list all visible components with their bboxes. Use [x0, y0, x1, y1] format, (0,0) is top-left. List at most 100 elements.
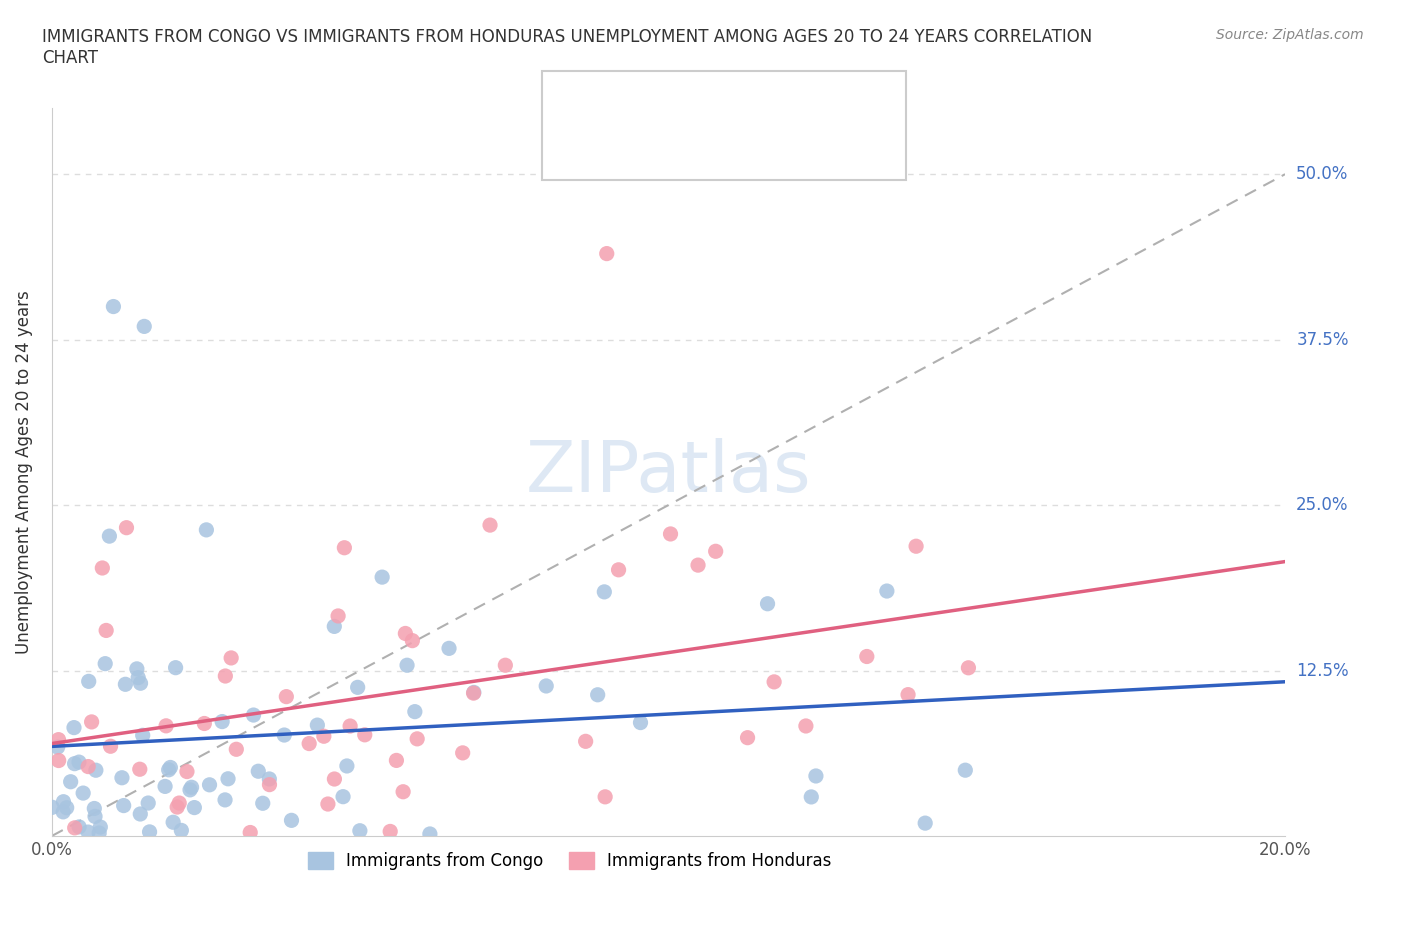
- Immigrants from Congo: [800, 790, 823, 804]
- Immigrants from Congo: [437, 641, 460, 656]
- Immigrants from Honduras: [957, 660, 980, 675]
- Immigrants from Honduras: [167, 795, 190, 810]
- Immigrants from Honduras: [593, 790, 616, 804]
- Immigrants from Congo: [72, 786, 94, 801]
- Immigrants from Congo: [593, 584, 616, 599]
- Immigrants from Honduras: [100, 738, 122, 753]
- Immigrants from Honduras: [380, 824, 402, 839]
- Immigrants from Congo: [214, 792, 236, 807]
- Immigrants from Honduras: [575, 734, 598, 749]
- Immigrants from Congo: [84, 809, 107, 824]
- Immigrants from Congo: [955, 763, 977, 777]
- Immigrants from Congo: [332, 790, 354, 804]
- Immigrants from Congo: [273, 727, 295, 742]
- Immigrants from Congo: [111, 770, 134, 785]
- Immigrants from Honduras: [214, 669, 236, 684]
- Immigrants from Honduras: [596, 246, 619, 261]
- Y-axis label: Unemployment Among Ages 20 to 24 years: Unemployment Among Ages 20 to 24 years: [15, 290, 32, 654]
- Immigrants from Honduras: [659, 526, 682, 541]
- Immigrants from Honduras: [333, 540, 356, 555]
- Immigrants from Congo: [180, 780, 202, 795]
- Immigrants from Congo: [217, 771, 239, 786]
- Immigrants from Honduras: [96, 623, 118, 638]
- Immigrants from Honduras: [193, 716, 215, 731]
- Immigrants from Honduras: [353, 727, 375, 742]
- Immigrants from Congo: [804, 768, 827, 783]
- Immigrants from Congo: [89, 826, 111, 841]
- Bar: [557, 80, 603, 113]
- Text: 50.0%: 50.0%: [1296, 166, 1348, 183]
- Immigrants from Honduras: [259, 777, 281, 792]
- Immigrants from Honduras: [115, 520, 138, 535]
- Immigrants from Congo: [89, 819, 111, 834]
- Immigrants from Congo: [153, 779, 176, 794]
- Immigrants from Honduras: [91, 561, 114, 576]
- Bar: [557, 134, 603, 168]
- Immigrants from Congo: [404, 704, 426, 719]
- Immigrants from Congo: [165, 660, 187, 675]
- Immigrants from Honduras: [298, 737, 321, 751]
- Immigrants from Congo: [586, 687, 609, 702]
- Immigrants from Honduras: [239, 825, 262, 840]
- Immigrants from Congo: [371, 570, 394, 585]
- Immigrants from Congo: [77, 825, 100, 840]
- Immigrants from Congo: [112, 798, 135, 813]
- Immigrants from Congo: [52, 794, 75, 809]
- Immigrants from Congo: [67, 819, 90, 834]
- Immigrants from Congo: [463, 685, 485, 700]
- Immigrants from Congo: [46, 739, 69, 754]
- Immigrants from Congo: [41, 800, 63, 815]
- Immigrants from Honduras: [392, 784, 415, 799]
- Immigrants from Congo: [756, 596, 779, 611]
- Immigrants from Congo: [170, 823, 193, 838]
- Immigrants from Congo: [183, 800, 205, 815]
- Immigrants from Honduras: [794, 719, 817, 734]
- Immigrants from Honduras: [406, 731, 429, 746]
- Immigrants from Congo: [59, 775, 82, 790]
- Immigrants from Honduras: [607, 563, 630, 578]
- Immigrants from Congo: [534, 679, 557, 694]
- Immigrants from Honduras: [856, 649, 879, 664]
- Immigrants from Honduras: [276, 689, 298, 704]
- Immigrants from Congo: [346, 680, 368, 695]
- Immigrants from Honduras: [155, 718, 177, 733]
- Immigrants from Congo: [280, 813, 302, 828]
- Immigrants from Honduras: [897, 687, 920, 702]
- Immigrants from Congo: [252, 796, 274, 811]
- Text: R = 0.165: R = 0.165: [617, 143, 695, 158]
- Text: IMMIGRANTS FROM CONGO VS IMMIGRANTS FROM HONDURAS UNEMPLOYMENT AMONG AGES 20 TO : IMMIGRANTS FROM CONGO VS IMMIGRANTS FROM…: [42, 28, 1092, 67]
- Immigrants from Congo: [198, 777, 221, 792]
- Immigrants from Congo: [162, 815, 184, 830]
- Immigrants from Honduras: [80, 714, 103, 729]
- Immigrants from Honduras: [63, 820, 86, 835]
- Immigrants from Congo: [349, 823, 371, 838]
- Immigrants from Congo: [55, 801, 77, 816]
- Immigrants from Honduras: [312, 729, 335, 744]
- Immigrants from Honduras: [316, 797, 339, 812]
- Text: 12.5%: 12.5%: [1296, 661, 1348, 680]
- Immigrants from Congo: [52, 804, 75, 819]
- Immigrants from Honduras: [394, 626, 416, 641]
- Immigrants from Congo: [103, 299, 125, 314]
- Text: Source: ZipAtlas.com: Source: ZipAtlas.com: [1216, 28, 1364, 42]
- Immigrants from Congo: [914, 816, 936, 830]
- Immigrants from Honduras: [704, 544, 727, 559]
- Immigrants from Congo: [259, 772, 281, 787]
- Immigrants from Honduras: [905, 538, 928, 553]
- Immigrants from Congo: [129, 806, 152, 821]
- Immigrants from Honduras: [763, 674, 786, 689]
- Immigrants from Congo: [94, 657, 117, 671]
- Immigrants from Congo: [63, 756, 86, 771]
- Immigrants from Honduras: [339, 719, 361, 734]
- Immigrants from Congo: [242, 708, 264, 723]
- Immigrants from Honduras: [219, 650, 242, 665]
- Immigrants from Congo: [131, 728, 153, 743]
- Immigrants from Congo: [77, 674, 100, 689]
- Text: N = 74: N = 74: [762, 89, 820, 104]
- Text: N = 53: N = 53: [762, 143, 820, 158]
- Immigrants from Congo: [129, 676, 152, 691]
- Immigrants from Honduras: [451, 746, 474, 761]
- Text: 37.5%: 37.5%: [1296, 331, 1348, 349]
- Immigrants from Honduras: [323, 772, 346, 787]
- Immigrants from Congo: [247, 764, 270, 778]
